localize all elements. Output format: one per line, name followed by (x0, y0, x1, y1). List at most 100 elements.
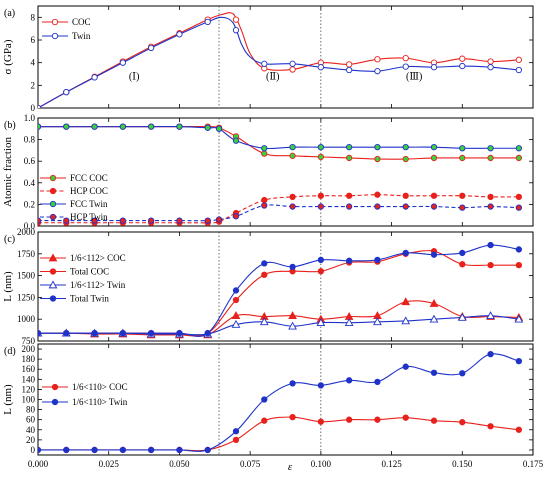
data-point-b-4 (289, 203, 296, 210)
data-point-c-4 (317, 256, 325, 264)
panel-d-y-tick-label: 20 (26, 435, 36, 445)
data-point-b-3 (345, 144, 353, 151)
legend-marker-a-1 (51, 18, 59, 26)
panel-d-y-tick-label: 0 (31, 445, 36, 455)
data-point-c-1 (231, 311, 241, 320)
data-point-b-3 (374, 144, 381, 151)
legend-label-a-1: COC (72, 17, 91, 27)
data-point-a-2 (487, 64, 494, 71)
panel-c-series-group (38, 241, 524, 339)
panel-d-y-tick-label: 60 (26, 415, 36, 425)
data-point-b-4 (317, 203, 325, 210)
legend-marker-c-2 (49, 268, 57, 275)
data-point-c-2 (515, 261, 523, 269)
panel-b-letter: (b) (4, 120, 16, 131)
data-point-b-2 (515, 193, 523, 200)
data-point-b-4 (38, 217, 42, 224)
panel-d-y-tick-label: 80 (26, 405, 36, 415)
data-point-d-2 (459, 370, 466, 377)
legend-label-c-2: Total COC (70, 267, 109, 277)
data-point-a-1 (487, 58, 494, 65)
data-point-d-1 (515, 426, 523, 433)
data-point-d-1 (459, 419, 466, 426)
legend-label-d-2: 1/6<110> Twin (72, 397, 128, 407)
data-point-b-2 (317, 192, 325, 199)
panel-b-series-group (38, 123, 523, 226)
data-point-a-1 (232, 16, 240, 23)
data-point-c-3 (231, 319, 241, 328)
data-point-d-2 (204, 446, 211, 454)
data-point-b-3 (232, 137, 240, 144)
data-point-a-2 (147, 44, 155, 52)
data-point-c-3 (429, 314, 439, 323)
data-point-c-2 (317, 268, 325, 275)
x-tick-label: 0.075 (240, 459, 261, 469)
legend-label-a-2: Twin (72, 31, 91, 41)
data-point-a-1 (374, 56, 381, 63)
data-point-b-2 (430, 192, 438, 199)
series-line-c-3 (38, 315, 519, 336)
panel-a-y-tick-label: 6 (31, 35, 36, 45)
panel-c-frame (37, 231, 534, 342)
data-point-c-4 (147, 330, 155, 337)
legend-marker-d-1 (51, 383, 59, 391)
legend-label-c-3: 1/6<112> Twin (70, 280, 126, 290)
data-point-b-3 (147, 123, 155, 130)
data-point-c-4 (204, 330, 211, 337)
x-tick-label: 0.100 (311, 459, 332, 469)
panel-a-y-tick-label: 0 (31, 103, 36, 113)
data-point-b-1 (487, 154, 494, 162)
panel-c-y-axis-label: L (nm) (2, 271, 14, 302)
panel-c-y-tick-label: 2000 (17, 227, 36, 237)
x-tick-label: 0.125 (381, 459, 402, 469)
legend-marker-d-2 (51, 398, 59, 406)
panel-a-letter: (a) (4, 8, 15, 19)
data-point-c-4 (91, 330, 98, 337)
data-point-d-2 (261, 396, 268, 403)
data-point-d-2 (147, 446, 155, 454)
data-point-b-1 (289, 152, 296, 159)
data-point-c-1 (401, 297, 411, 306)
panel-c-y-tick-label: 1500 (17, 271, 36, 281)
series-line-a-1 (38, 12, 519, 108)
data-point-d-2 (176, 446, 183, 454)
data-point-b-4 (374, 203, 381, 210)
legend-label-d-1: 1/6<110> COC (72, 382, 128, 392)
data-point-a-2 (38, 104, 42, 108)
data-point-b-2 (459, 192, 466, 199)
legend-label-c-4: Total Twin (70, 294, 109, 304)
panel-d-y-tick-label: 140 (22, 374, 36, 384)
panel-b-y-tick-label: 1.0 (24, 113, 36, 123)
legend-marker-b-3 (49, 200, 57, 208)
data-point-b-1 (345, 154, 353, 162)
legend-label-c-1: 1/6<112> COC (70, 253, 126, 263)
panel-d-letter: (d) (4, 346, 16, 357)
legend-marker-c-3 (48, 280, 58, 289)
data-point-d-2 (430, 369, 438, 376)
panel-d-y-tick-label: 100 (22, 395, 36, 405)
data-point-c-2 (487, 261, 494, 269)
data-point-c-4 (176, 330, 183, 337)
legend-label-b-3: FCC Twin (70, 199, 108, 209)
series-line-b-4 (38, 204, 519, 222)
data-point-b-3 (176, 123, 183, 130)
panel-d-y-tick-label: 180 (22, 354, 36, 364)
data-point-b-4 (215, 216, 223, 223)
legend-marker-b-1 (49, 174, 57, 182)
data-point-d-2 (91, 446, 98, 454)
data-point-a-2 (374, 68, 381, 75)
data-point-a-1 (515, 56, 523, 63)
panel-d-y-tick-label: 120 (22, 384, 36, 394)
data-point-c-4 (515, 246, 523, 253)
data-point-b-2 (402, 192, 409, 199)
data-point-c-3 (514, 314, 524, 323)
data-point-b-3 (204, 124, 211, 131)
x-tick-label: 0.150 (452, 459, 473, 469)
data-point-d-2 (317, 382, 325, 389)
region-label-3: (Ⅲ) (406, 72, 422, 83)
panel-c-y-tick-label: 750 (22, 336, 36, 346)
panel-c-letter: (c) (4, 234, 15, 245)
data-point-b-1 (402, 155, 409, 163)
data-point-d-1 (430, 417, 438, 424)
